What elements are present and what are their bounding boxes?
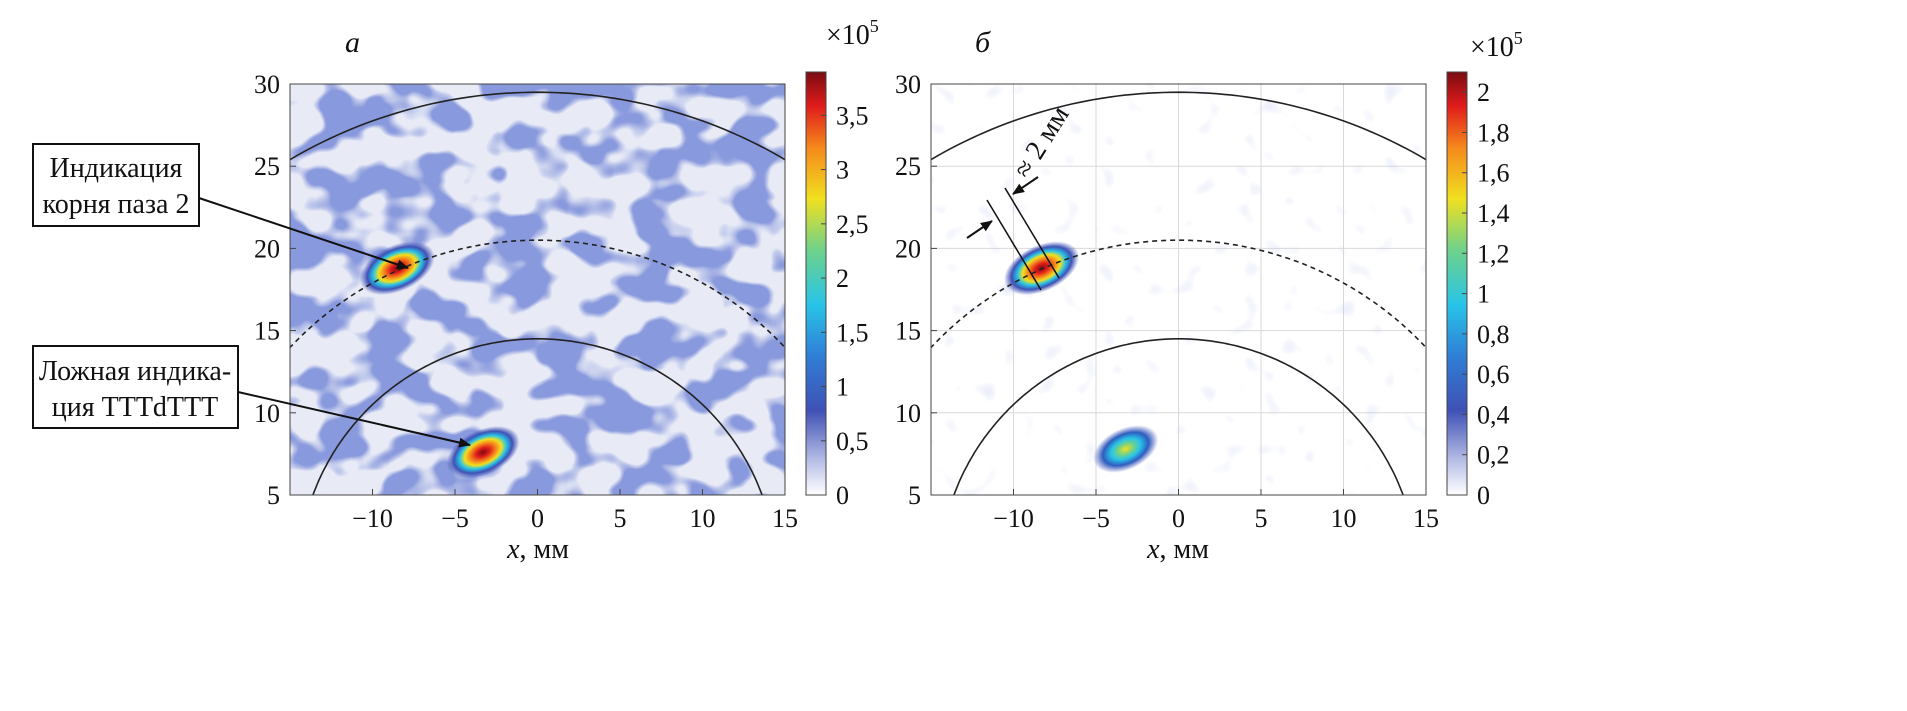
y-tick-label: 10	[895, 399, 921, 428]
annotation-false-line2: ция ТТТdТТТ	[52, 392, 218, 423]
y-tick-label: 20	[254, 234, 280, 263]
colorbar-tick-label: 0,8	[1477, 320, 1510, 349]
annotation-box-false	[32, 345, 239, 429]
panel-label-b: б	[975, 26, 991, 59]
annotation-arrow-false	[237, 391, 471, 448]
colorbar-tick-label: 0,6	[1477, 360, 1510, 389]
x-tick-label: 0	[531, 504, 544, 533]
x-tick-label: −10	[352, 504, 393, 533]
noise-texture-a	[290, 84, 785, 495]
indication-spot	[1093, 425, 1159, 473]
y-tick-label: 15	[895, 317, 921, 346]
indication-spot	[1004, 241, 1080, 295]
colorbar-b	[1446, 71, 1468, 496]
annotation-root-line1: Индикация	[50, 153, 183, 184]
colorbar-tick-label: 1,5	[836, 318, 869, 347]
x-axis-label-a: x, мм	[506, 534, 569, 565]
arc-solid	[312, 338, 763, 495]
width-arrow-left	[966, 220, 993, 239]
y-tick-label: 20	[895, 234, 921, 263]
y-tick-label: 10	[254, 399, 280, 428]
x-tick-label: −10	[993, 504, 1034, 533]
x-tick-label: 15	[772, 504, 798, 533]
colorbar-tick-label: 0,4	[1477, 400, 1510, 429]
colorbar-tick-label: 1	[836, 373, 849, 402]
y-tick-label: 30	[895, 70, 921, 99]
y-tick-label: 5	[267, 481, 280, 510]
width-line-left	[986, 199, 1042, 291]
colorbar-tick-label: 1,4	[1477, 199, 1510, 228]
width-arrow-right	[1012, 176, 1039, 195]
colorbar-tick-label: 2	[1477, 78, 1490, 107]
annotation-false-line1: Ложная индика-	[39, 356, 231, 387]
noise-texture-b	[931, 84, 1426, 495]
panel-label-a: а	[345, 26, 360, 59]
y-tick-label: 25	[254, 152, 280, 181]
x-tick-label: 5	[614, 504, 627, 533]
colorbar-a	[805, 71, 827, 496]
colorbar-tick-label: 2,5	[836, 210, 869, 239]
colorbar-multiplier-b: ×105	[1470, 28, 1523, 63]
x-tick-label: 5	[1255, 504, 1268, 533]
y-tick-label: 15	[254, 317, 280, 346]
colorbar-tick-label: 0	[1477, 481, 1490, 510]
colorbar-tick-label: 2	[836, 264, 849, 293]
arc-solid	[931, 91, 1426, 161]
colorbar-multiplier-a: ×105	[826, 16, 879, 51]
panel-a: −10 −5 0 5 10 15 5 10 15 20 25 30 а x, мм 0 0,5 1 1,5 2…	[32, 16, 879, 565]
colorbar-tick-label: 3,5	[836, 101, 869, 130]
x-tick-label: 10	[1331, 504, 1357, 533]
y-tick-label: 25	[895, 152, 921, 181]
x-axis-label-b: x, мм	[1146, 534, 1209, 565]
colorbar-tick-label: 1,6	[1477, 159, 1510, 188]
width-line-right	[1004, 187, 1060, 279]
x-tick-label: −5	[441, 504, 469, 533]
colorbar-tick-label: 1,2	[1477, 239, 1510, 268]
panel-b: −10 −5 0 5 10 15 5 10 15 20 25 30 б x, мм 0 0,2 0,4 0,…	[895, 26, 1523, 565]
colorbar-tick-label: 0	[836, 481, 849, 510]
colorbar-tick-label: 0,2	[1477, 441, 1510, 470]
colorbar-tick-label: 3	[836, 156, 849, 185]
annotation-arrow-root	[198, 197, 409, 270]
annotation-box-root	[32, 143, 200, 227]
colorbar-tick-label: 0,5	[836, 427, 869, 456]
colorbar-tick-label: 1,8	[1477, 118, 1510, 147]
x-tick-label: 0	[1172, 504, 1185, 533]
x-tick-label: 15	[1413, 504, 1439, 533]
arc-solid	[953, 338, 1404, 495]
arc-solid	[290, 91, 785, 161]
colorbar-tick-label: 1	[1477, 280, 1490, 309]
y-tick-label: 5	[908, 481, 921, 510]
x-tick-label: −5	[1082, 504, 1110, 533]
y-tick-label: 30	[254, 70, 280, 99]
annotation-root-line2: корня паза 2	[43, 189, 190, 220]
x-tick-label: 10	[690, 504, 716, 533]
